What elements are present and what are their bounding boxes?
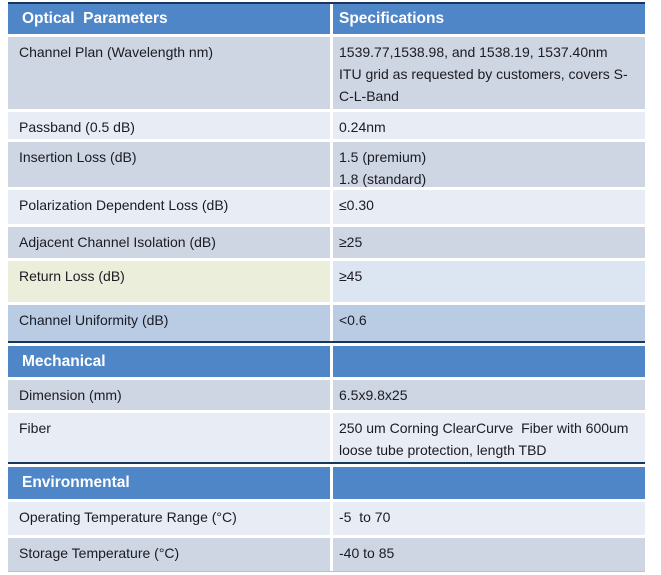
value-cell: -40 to 85 [333, 538, 645, 571]
column-header-specifications: Specifications [333, 4, 645, 34]
param-cell: Storage Temperature (°C) [8, 538, 330, 571]
table-row-insertion-loss: Insertion Loss (dB) 1.5 (premium) 1.8 (s… [8, 142, 645, 187]
param-cell: Channel Uniformity (dB) [8, 305, 330, 341]
table-row-fiber: Fiber 250 um Corning ClearCurve Fiber wi… [8, 413, 645, 464]
value-cell: 250 um Corning ClearCurve Fiber with 600… [333, 413, 645, 462]
param-cell: Dimension (mm) [8, 380, 330, 410]
value-cell: 6.5x9.8x25 [333, 380, 645, 410]
param-cell: Return Loss (dB) [8, 261, 330, 302]
section-title: Mechanical [8, 346, 330, 377]
table-header-row: Optical Parameters Specifications [8, 4, 645, 34]
param-cell: Polarization Dependent Loss (dB) [8, 190, 330, 224]
section-header-mechanical: Mechanical [8, 346, 645, 377]
table-row-polarization-dependent-loss: Polarization Dependent Loss (dB) ≤0.30 [8, 190, 645, 224]
value-cell: ≥25 [333, 227, 645, 258]
param-cell: Adjacent Channel Isolation (dB) [8, 227, 330, 258]
value-cell: ≥45 [333, 261, 645, 302]
value-cell: -5 to 70 [333, 502, 645, 535]
section-header-environmental: Environmental [8, 467, 645, 499]
param-cell: Operating Temperature Range (°C) [8, 502, 330, 535]
value-cell: <0.6 [333, 305, 645, 341]
table-row-passband: Passband (0.5 dB) 0.24nm [8, 112, 645, 139]
value-cell: 0.24nm [333, 112, 645, 139]
section-title: Environmental [8, 467, 330, 499]
table-row-operating-temperature: Operating Temperature Range (°C) -5 to 7… [8, 502, 645, 535]
column-header-optical-parameters: Optical Parameters [8, 4, 330, 34]
spec-table: Optical Parameters Specifications Channe… [8, 2, 645, 575]
value-cell: 1539.77,1538.98, and 1538.19, 1537.40nm … [333, 37, 645, 109]
table-row-return-loss: Return Loss (dB) ≥45 [8, 261, 645, 302]
param-cell: Insertion Loss (dB) [8, 142, 330, 187]
value-cell: 1.5 (premium) 1.8 (standard) [333, 142, 645, 187]
table-row-channel-uniformity: Channel Uniformity (dB) <0.6 [8, 305, 645, 343]
param-cell: Channel Plan (Wavelength nm) [8, 37, 330, 109]
table-row-dimension: Dimension (mm) 6.5x9.8x25 [8, 380, 645, 410]
table-row-channel-plan: Channel Plan (Wavelength nm) 1539.77,153… [8, 37, 645, 109]
section-title-spacer [333, 467, 645, 499]
param-cell: Passband (0.5 dB) [8, 112, 330, 139]
param-cell: Fiber [8, 413, 330, 462]
section-title-spacer [333, 346, 645, 377]
table-row-storage-temperature: Storage Temperature (°C) -40 to 85 [8, 538, 645, 572]
value-cell: ≤0.30 [333, 190, 645, 224]
table-row-adjacent-channel-isolation: Adjacent Channel Isolation (dB) ≥25 [8, 227, 645, 258]
